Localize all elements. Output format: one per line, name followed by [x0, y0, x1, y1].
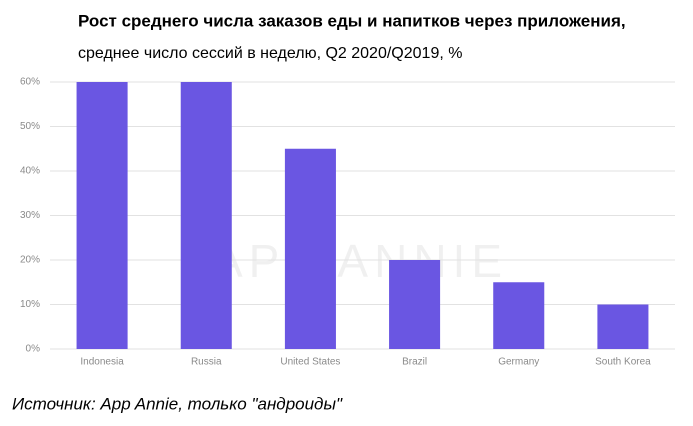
- x-tick-label: Brazil: [402, 357, 427, 368]
- x-tick-label: Russia: [191, 357, 222, 368]
- chart-title: Рост среднего числа заказов еды и напитк…: [78, 11, 626, 30]
- x-tick-label: Indonesia: [80, 357, 124, 368]
- x-tick-label: South Korea: [595, 357, 651, 368]
- bar: [493, 282, 545, 349]
- y-tick-label: 0%: [26, 344, 41, 355]
- x-tick-label: United States: [280, 357, 340, 368]
- bar: [389, 260, 441, 349]
- y-tick-label: 50%: [20, 121, 40, 132]
- y-tick-label: 30%: [20, 210, 40, 221]
- watermark: APP ANNIE: [212, 235, 508, 287]
- bar: [180, 82, 232, 349]
- y-tick-label: 10%: [20, 299, 40, 310]
- y-tick-label: 60%: [20, 77, 40, 88]
- bar: [76, 82, 128, 349]
- bar: [284, 148, 336, 349]
- chart-subtitle: среднее число сессий в неделю, Q2 2020/Q…: [78, 45, 462, 62]
- source-note: Источник: App Annie, только "андроиды": [12, 394, 343, 413]
- x-tick-label: Germany: [498, 357, 539, 368]
- y-tick-label: 20%: [20, 255, 40, 266]
- y-tick-label: 40%: [20, 166, 40, 177]
- bar: [597, 304, 649, 349]
